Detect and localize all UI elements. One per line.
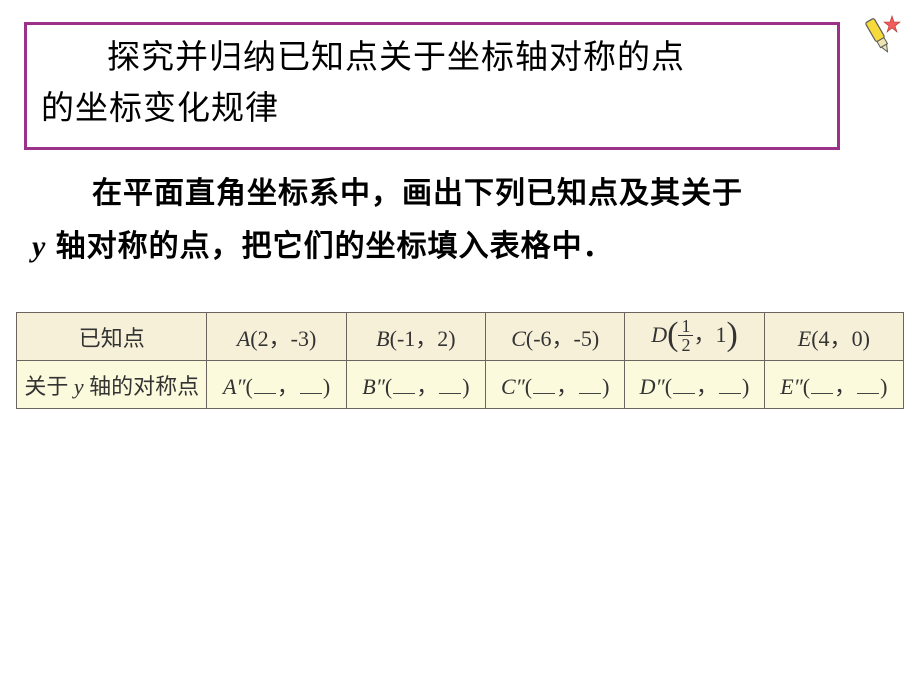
table-row-known: 已知点 A(2，-3) B(-1，2) C(-6，-5) D(12，1) E(4…: [17, 313, 904, 361]
axis-letter: y: [32, 230, 46, 263]
cell-point-A: A(2，-3): [207, 313, 346, 361]
cell-point-C: C(-6，-5): [486, 313, 625, 361]
title-line-1: 探究并归纳已知点关于坐标轴对称的点: [41, 33, 823, 84]
label-known-points: 已知点: [17, 313, 207, 361]
cell-sym-B: B″(，): [346, 361, 485, 409]
cell-sym-A: A″(，): [207, 361, 346, 409]
instruction-suffix: 轴对称的点，把它们的坐标填入表格中．: [46, 230, 613, 263]
cell-sym-E: E″(，): [764, 361, 903, 409]
instruction-text: 在平面直角坐标系中，画出下列已知点及其关于 y 轴对称的点，把它们的坐标填入表格…: [32, 168, 880, 273]
cell-sym-C: C″(，): [486, 361, 625, 409]
points-table-wrap: 已知点 A(2，-3) B(-1，2) C(-6，-5) D(12，1) E(4…: [16, 312, 904, 409]
cell-point-E: E(4，0): [764, 313, 903, 361]
cell-point-D: D(12，1): [625, 313, 764, 361]
section-title-box: 探究并归纳已知点关于坐标轴对称的点 的坐标变化规律: [24, 22, 840, 150]
cell-point-B: B(-1，2): [346, 313, 485, 361]
instruction-prefix: 在平面直角坐标系中，画出下列已知点及其关于: [92, 177, 743, 210]
instruction-line-1: 在平面直角坐标系中，画出下列已知点及其关于: [32, 168, 880, 221]
label-symmetric-points: 关于 y 轴的对称点: [17, 361, 207, 409]
table-row-symmetric: 关于 y 轴的对称点 A″(，) B″(，) C″(，) D″(，) E″(，): [17, 361, 904, 409]
title-line-2: 的坐标变化规律: [41, 84, 823, 135]
instruction-line-2: y 轴对称的点，把它们的坐标填入表格中．: [32, 221, 880, 274]
points-table: 已知点 A(2，-3) B(-1，2) C(-6，-5) D(12，1) E(4…: [16, 312, 904, 409]
highlighter-icon: [856, 14, 902, 60]
cell-sym-D: D″(，): [625, 361, 764, 409]
